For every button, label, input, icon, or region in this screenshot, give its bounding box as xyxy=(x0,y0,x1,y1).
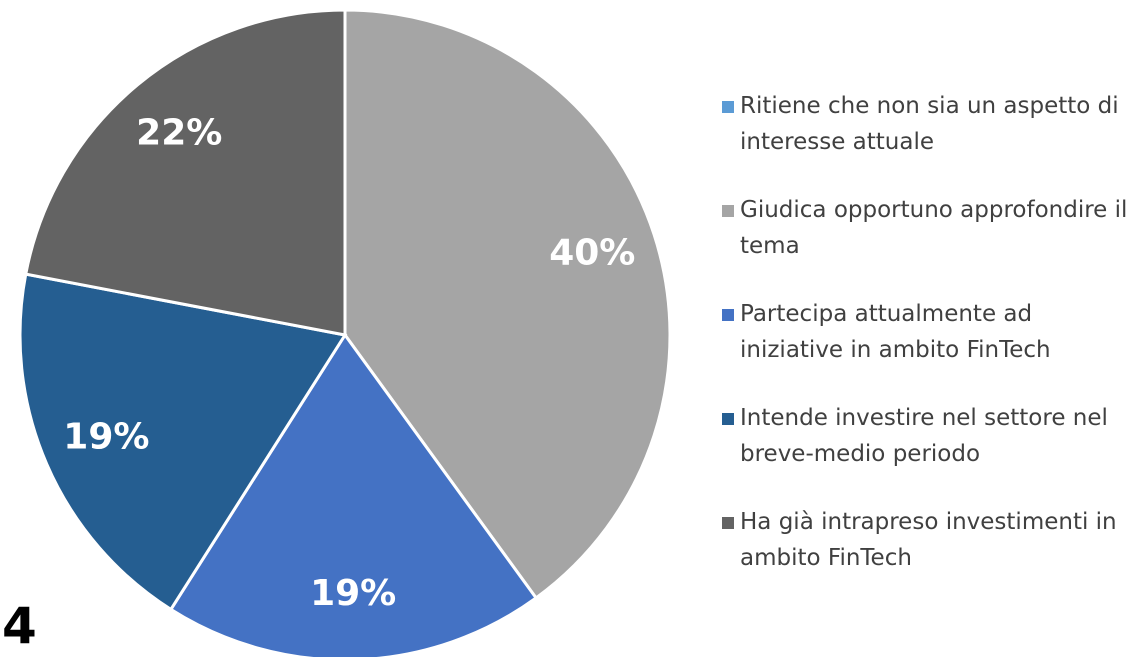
value-label: 22% xyxy=(136,113,222,154)
annotation: 4 xyxy=(2,597,37,655)
legend-label: Intende investire nel settore nel breve-… xyxy=(740,405,1108,467)
legend-label: Ritiene che non sia un aspetto di intere… xyxy=(740,93,1119,155)
legend-item: Ha già intrapreso investimenti in ambito… xyxy=(720,504,1132,608)
legend-swatch xyxy=(722,413,734,425)
legend-label: Giudica opportuno approfondire il tema xyxy=(740,197,1128,259)
legend-label: Partecipa attualmente ad iniziative in a… xyxy=(740,301,1051,363)
value-label: 40% xyxy=(549,233,635,274)
value-label: 19% xyxy=(63,416,149,457)
legend-item: Giudica opportuno approfondire il tema xyxy=(720,192,1132,296)
legend-item: Ritiene che non sia un aspetto di intere… xyxy=(720,88,1132,192)
legend-swatch xyxy=(722,517,734,529)
legend: Ritiene che non sia un aspetto di intere… xyxy=(720,88,1132,608)
pie-slice xyxy=(24,8,347,337)
pie-slice xyxy=(18,272,348,612)
legend-swatch xyxy=(722,205,734,217)
pie-slice xyxy=(343,8,672,601)
value-label: 19% xyxy=(310,573,396,614)
legend-item: Intende investire nel settore nel breve-… xyxy=(720,400,1132,504)
pie-slice xyxy=(168,332,539,657)
legend-item: Partecipa attualmente ad iniziative in a… xyxy=(720,296,1132,400)
legend-label: Ha già intrapreso investimenti in ambito… xyxy=(740,509,1117,571)
legend-swatch xyxy=(722,309,734,321)
legend-swatch xyxy=(722,101,734,113)
